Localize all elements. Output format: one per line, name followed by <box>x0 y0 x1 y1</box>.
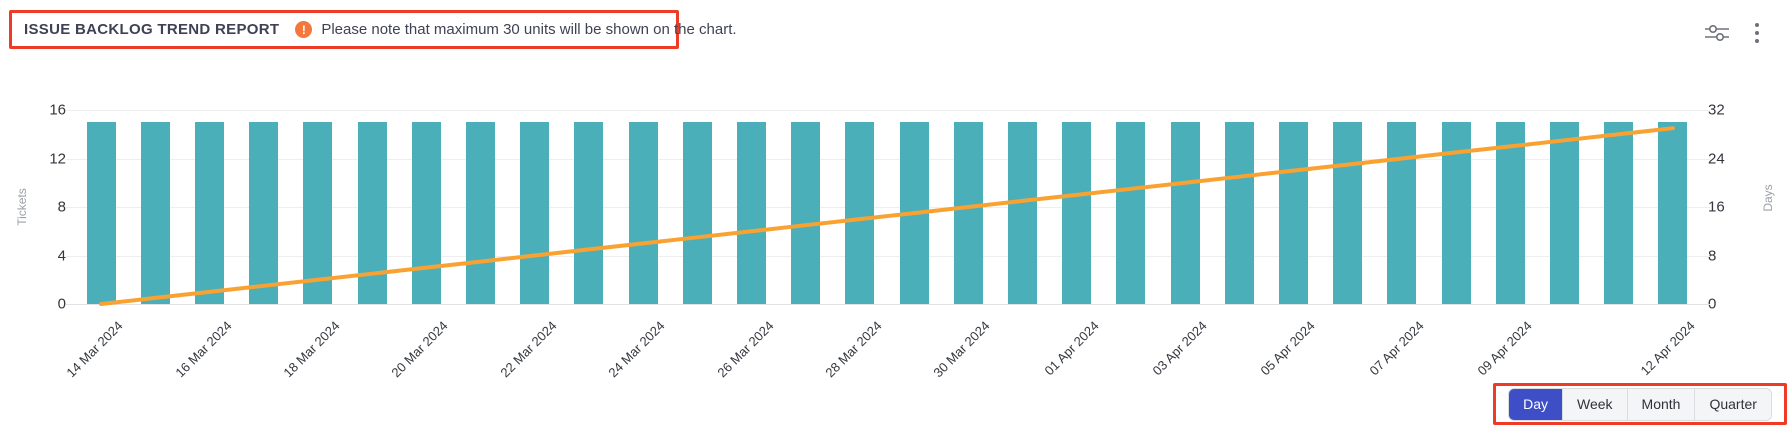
x-axis-label: 05 Apr 2024 <box>1257 318 1319 379</box>
y-axis-tick-left: 4 <box>57 247 66 264</box>
bar-28-mar-2024 <box>845 122 875 304</box>
x-axis-label: 03 Apr 2024 <box>1149 318 1210 379</box>
y-axis-tick-right: 32 <box>1708 101 1725 119</box>
bar-24-mar-2024 <box>628 122 658 304</box>
y-axis-tick-right: 8 <box>1708 247 1717 264</box>
bar-04-apr-2024 <box>1224 122 1254 304</box>
kebab-menu-icon-svg <box>1755 23 1759 43</box>
y-axis-tick-right: 24 <box>1708 150 1725 167</box>
bar-15-mar-2024 <box>140 122 170 304</box>
range-toggle-group: Day Week Month Quarter <box>1508 387 1772 421</box>
bar-16-mar-2024 <box>195 122 224 304</box>
bar-17-mar-2024 <box>249 122 279 304</box>
annotation-box-range-toggle: Day Week Month Quarter <box>1493 383 1787 425</box>
bar-22-mar-2024 <box>520 122 550 304</box>
annotation-box-header: ISSUE BACKLOG TREND REPORT ! Please note… <box>9 10 737 49</box>
gridline <box>66 304 1710 305</box>
bar-02-apr-2024 <box>1116 122 1146 304</box>
exclamation-circle-icon: ! <box>295 21 313 38</box>
x-axis-label: 22 Mar 2024 <box>497 318 560 381</box>
kebab-menu-icon[interactable] <box>1752 20 1762 46</box>
y-axis-tick-left: 16 <box>49 101 66 119</box>
bar-11-apr-2024 <box>1604 122 1634 304</box>
gridline <box>66 207 1710 208</box>
range-button-week[interactable]: Week <box>1562 388 1628 420</box>
x-axis-label: 09 Apr 2024 <box>1474 318 1535 379</box>
x-axis-label: 26 Mar 2024 <box>713 318 777 381</box>
y-axis-tick-left: 8 <box>57 198 66 216</box>
gridline <box>66 158 1710 160</box>
range-button-month[interactable]: Month <box>1627 388 1696 420</box>
sliders-icon-svg <box>1705 24 1729 42</box>
gridline <box>66 110 1710 111</box>
x-axis-label: 16 Mar 2024 <box>171 318 235 381</box>
bar-20-mar-2024 <box>411 122 441 304</box>
bar-03-apr-2024 <box>1170 122 1200 304</box>
x-axis-label: 12 Apr 2024 <box>1637 318 1698 379</box>
max-units-note: Please note that maximum 30 units will b… <box>321 21 737 38</box>
bar-26-mar-2024 <box>737 122 766 304</box>
bar-12-apr-2024 <box>1658 122 1688 304</box>
x-axis-label: 07 Apr 2024 <box>1366 318 1427 379</box>
x-axis-label: 28 Mar 2024 <box>822 318 885 381</box>
gridline <box>66 255 1710 257</box>
bar-25-mar-2024 <box>682 122 712 304</box>
range-button-quarter[interactable]: Quarter <box>1695 388 1771 420</box>
bar-06-apr-2024 <box>1333 122 1363 304</box>
x-axis-label: 14 Mar 2024 <box>63 318 126 381</box>
x-axis-label: 01 Apr 2024 <box>1041 318 1102 379</box>
bar-18-mar-2024 <box>303 122 333 304</box>
page-title: ISSUE BACKLOG TREND REPORT <box>24 21 280 38</box>
chart-plot-area: 14 Mar 2024 16 Mar 2024 18 Mar 2024 20 Mar … <box>63 110 1710 380</box>
trend-line <box>99 126 1675 306</box>
y-axis-tick-left: 12 <box>49 150 66 167</box>
y-axis-tick-left: 0 <box>57 295 66 313</box>
bar-30-mar-2024 <box>953 122 983 304</box>
x-axis-label: 24 Mar 2024 <box>605 318 668 381</box>
y-axis-tick-right: 0 <box>1708 295 1717 313</box>
bar-14-mar-2024 <box>86 122 116 304</box>
y-axis-tick-right: 16 <box>1708 198 1725 216</box>
range-button-day[interactable]: Day <box>1509 388 1563 420</box>
x-axis-label: 30 Mar 2024 <box>930 318 993 381</box>
bar-31-mar-2024 <box>1008 122 1037 304</box>
bar-23-mar-2024 <box>574 122 604 304</box>
bar-01-apr-2024 <box>1062 122 1092 304</box>
chart-toolbar <box>1702 20 1762 46</box>
y-axis-right: 0 8 16 24 32 <box>1708 102 1752 313</box>
bar-05-apr-2024 <box>1279 122 1308 304</box>
bar-07-apr-2024 <box>1387 122 1417 304</box>
x-axis-label: 18 Mar 2024 <box>280 318 343 381</box>
y-axis-title-right: Days <box>1761 184 1775 212</box>
sliders-icon[interactable] <box>1702 21 1732 45</box>
bar-27-mar-2024 <box>791 122 821 304</box>
y-axis-left: 0 4 8 12 16 <box>0 102 66 313</box>
x-axis-label: 20 Mar 2024 <box>388 318 451 381</box>
bar-21-mar-2024 <box>466 122 495 304</box>
bar-09-apr-2024 <box>1495 122 1525 304</box>
bar-10-apr-2024 <box>1550 122 1579 304</box>
